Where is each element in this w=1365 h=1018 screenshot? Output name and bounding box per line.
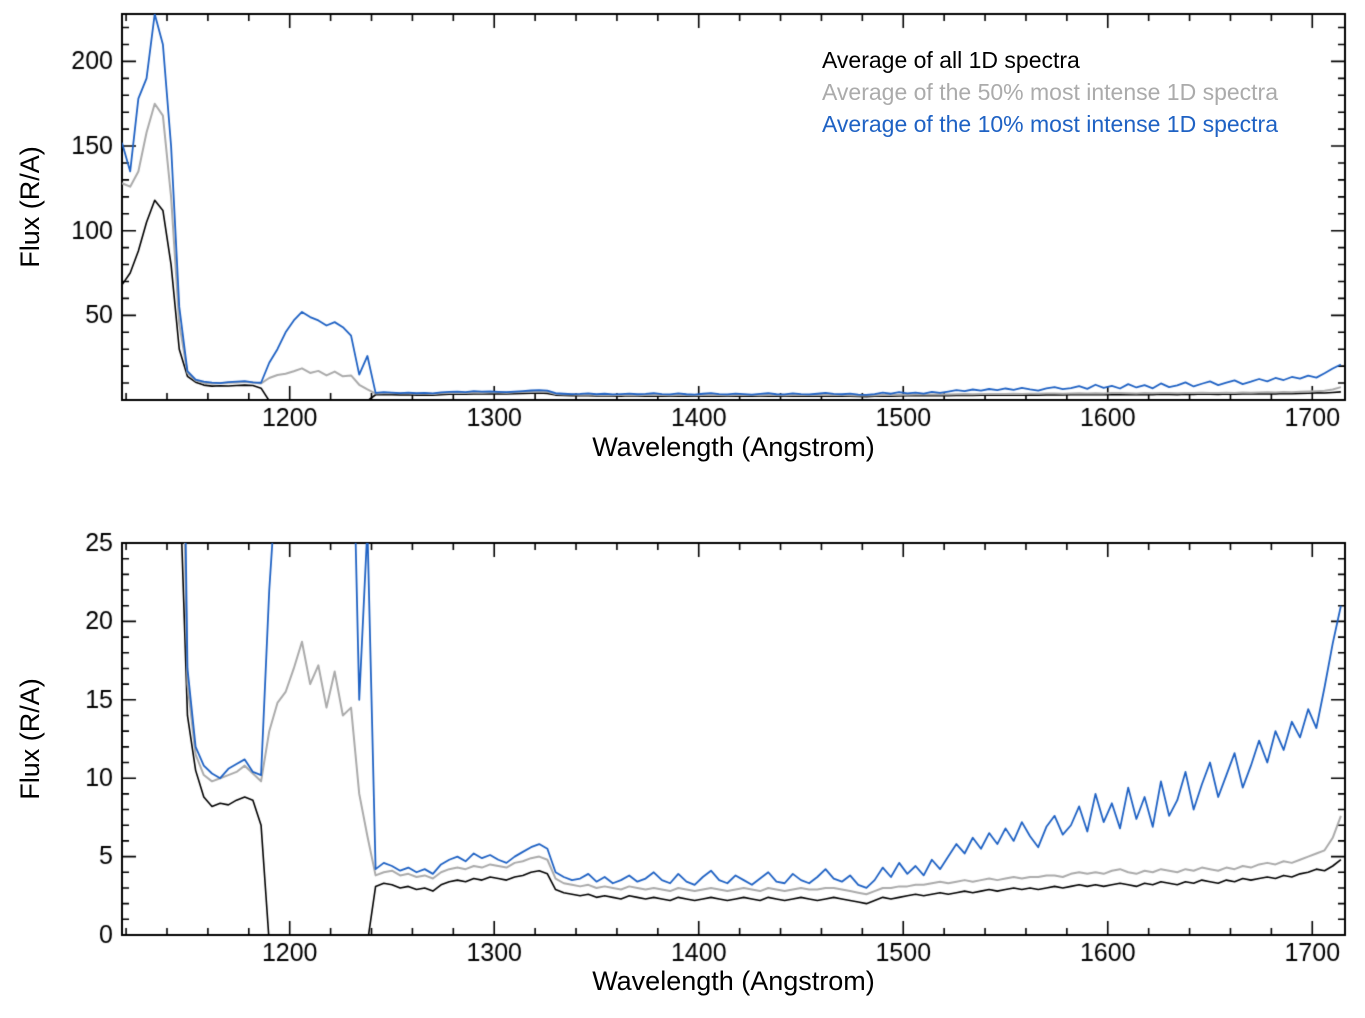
x-axis-label-top-panel: Wavelength (Angstrom) <box>592 432 875 462</box>
y-axis-label-bottom-panel: Flux (R/A) <box>15 678 45 800</box>
legend: Average of all 1D spectra Average of the… <box>822 44 1278 140</box>
legend-item-10-percent: Average of the 10% most intense 1D spect… <box>822 111 1279 137</box>
legend-item-50-percent: Average of the 50% most intense 1D spect… <box>822 79 1279 105</box>
y-axis-label-top-panel: Flux (R/A) <box>15 146 45 268</box>
legend-item-all-spectra: Average of all 1D spectra <box>822 47 1080 73</box>
x-axis-label-bottom-panel: Wavelength (Angstrom) <box>592 966 875 996</box>
